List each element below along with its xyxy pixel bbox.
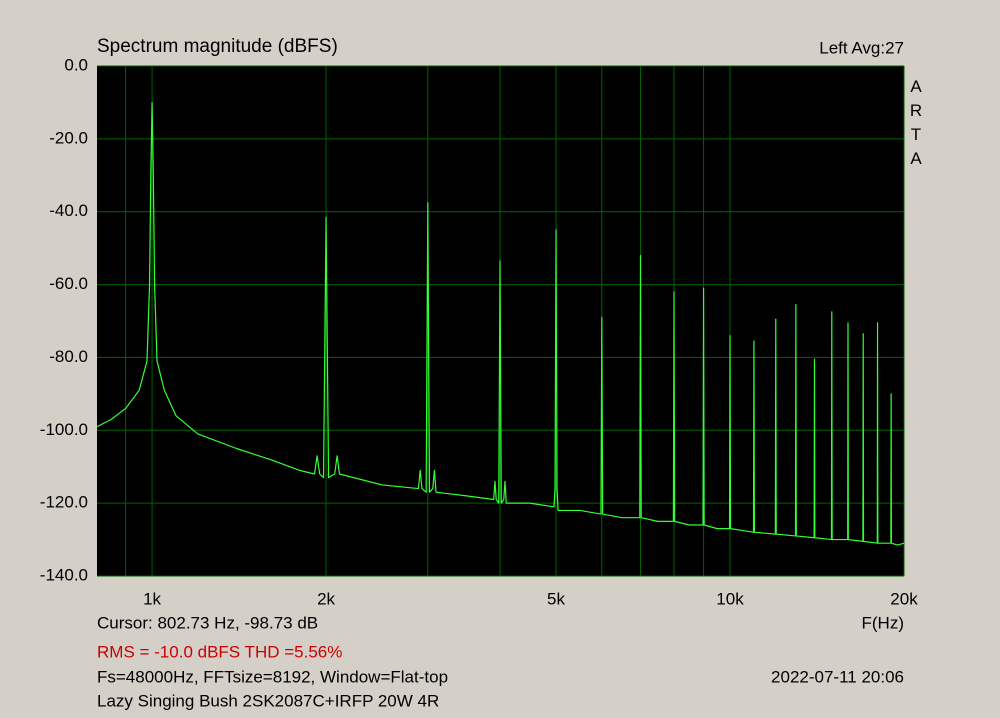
- brand: ARTA: [907, 77, 926, 173]
- y-tick-label: -140.0: [40, 565, 88, 584]
- device-text: Lazy Singing Bush 2SK2087C+IRFP 20W 4R: [97, 691, 439, 710]
- y-tick-label: -120.0: [40, 493, 88, 512]
- date-text: 2022-07-11 20:06: [771, 667, 904, 686]
- marks: [96, 101, 905, 546]
- x-tick-label: 5k: [547, 589, 565, 608]
- chart-title: Spectrum magnitude (dBFS): [97, 36, 338, 57]
- y-tick-label: 0.0: [64, 55, 88, 74]
- rms-text: RMS = -10.0 dBFS THD =5.56%: [97, 642, 342, 661]
- x-tick-label: 20k: [890, 589, 918, 608]
- x-tick-label: 1k: [143, 589, 161, 608]
- y-tick-label: -100.0: [40, 420, 88, 439]
- y-tick-label: -40.0: [49, 201, 88, 220]
- x-tick-label: 2k: [317, 589, 335, 608]
- spectrum-line: [96, 101, 905, 546]
- y-tick-label: -60.0: [49, 274, 88, 293]
- channel-label: Left Avg:27: [819, 38, 904, 57]
- settings-text: Fs=48000Hz, FFTsize=8192, Window=Flat-to…: [97, 667, 448, 686]
- x-axis-label: F(Hz): [862, 613, 904, 632]
- y-tick-label: -80.0: [49, 347, 88, 366]
- cursor-text: Cursor: 802.73 Hz, -98.73 dB: [97, 613, 318, 632]
- y-tick-label: -20.0: [49, 128, 88, 147]
- x-tick-label: 10k: [716, 589, 744, 608]
